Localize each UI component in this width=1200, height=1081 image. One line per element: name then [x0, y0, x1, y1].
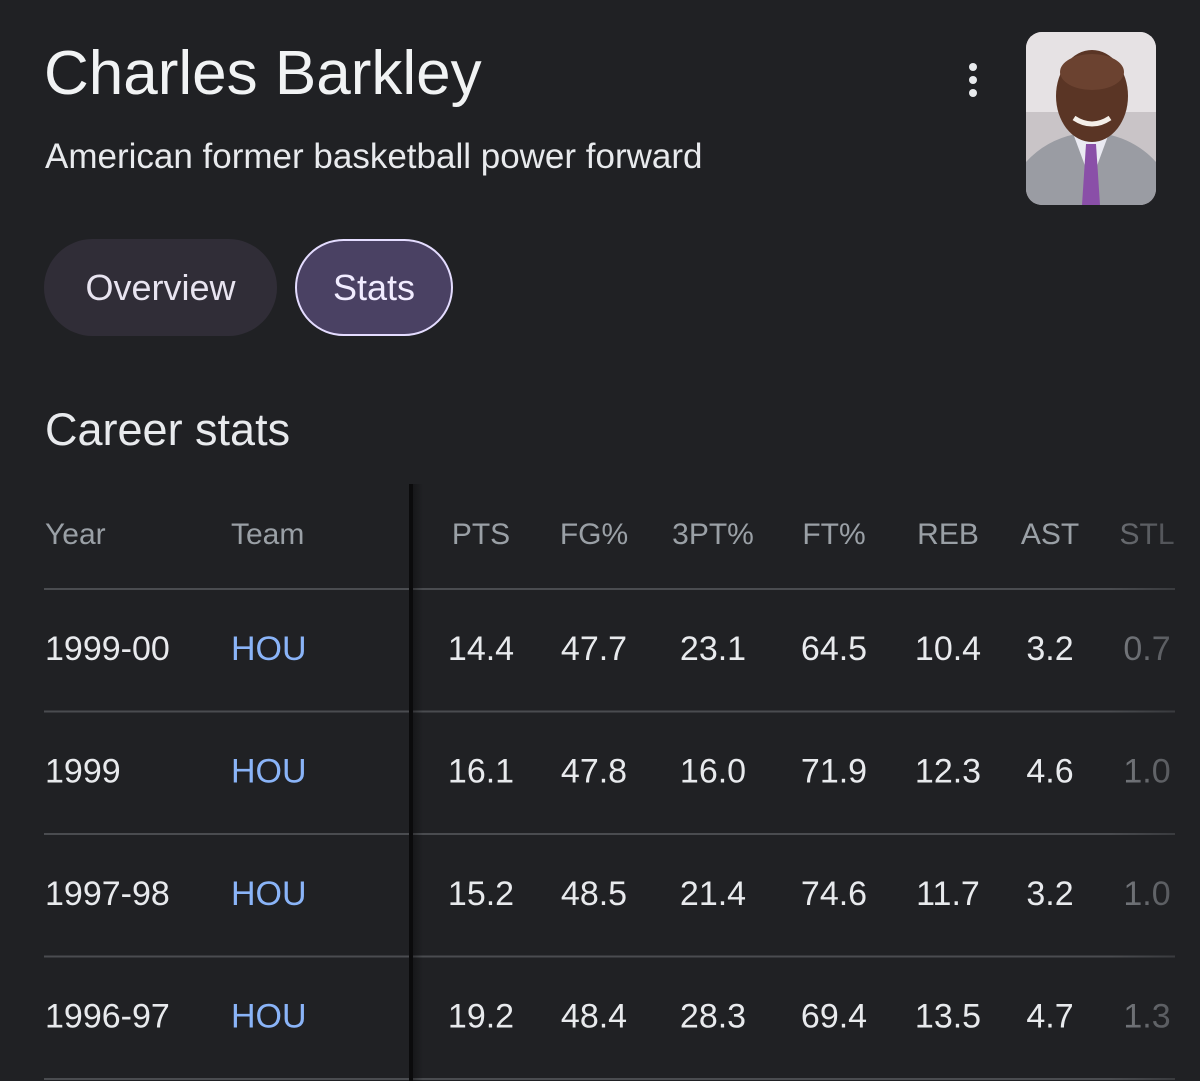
column-header: AST — [1021, 518, 1079, 551]
column-header: Team — [231, 518, 304, 551]
cell: 10.4 — [915, 630, 981, 668]
cell: 47.8 — [561, 753, 627, 791]
cell: 4.7 — [1026, 998, 1073, 1036]
cell: 69.4 — [801, 998, 867, 1036]
cell: 23.1 — [680, 630, 746, 668]
cell: 3.2 — [1026, 875, 1073, 913]
column-header: 3PT% — [672, 518, 754, 551]
column-header: REB — [917, 518, 979, 551]
tab-stats[interactable]: Stats — [295, 239, 453, 336]
team-link: HOU — [231, 630, 307, 668]
section-title: Career stats — [45, 404, 291, 455]
cell: 11.7 — [916, 875, 980, 913]
cell: 19.2 — [448, 998, 514, 1036]
cell: 48.5 — [561, 875, 627, 913]
column-header: Year — [45, 518, 106, 551]
column-header: PTS — [452, 518, 510, 551]
cell: 21.4 — [680, 875, 746, 913]
cell: 71.9 — [801, 753, 867, 791]
cell: 3.2 — [1026, 630, 1073, 668]
cell: 1999-00 — [45, 630, 170, 668]
cell: 12.3 — [915, 753, 981, 791]
cell: 1997-98 — [45, 875, 170, 913]
cell: 1999 — [45, 753, 121, 791]
cell: 48.4 — [561, 998, 627, 1036]
avatar — [1026, 32, 1156, 205]
cell: 16.1 — [448, 753, 514, 791]
cell: 14.4 — [448, 630, 514, 668]
team-link: HOU — [231, 998, 307, 1036]
column-header: FG% — [560, 518, 628, 551]
subtitle: American former basketball power forward — [45, 137, 703, 176]
title: Charles Barkley — [44, 39, 482, 108]
cell: 74.6 — [801, 875, 867, 913]
team-link: HOU — [231, 753, 307, 791]
cell: 13.5 — [915, 998, 981, 1036]
cell: 1996-97 — [45, 998, 170, 1036]
team-link: HOU — [231, 875, 307, 913]
tab-overview[interactable]: Overview — [44, 239, 277, 336]
stats-table: YearTeamPTSFG%3PT%FT%REBASTSTL1999-00HOU… — [44, 480, 1200, 1081]
more-menu[interactable] — [955, 60, 991, 100]
cell: 64.5 — [801, 630, 867, 668]
column-header: FT% — [802, 518, 865, 551]
cell: 47.7 — [561, 630, 627, 668]
cell: 4.6 — [1026, 753, 1073, 791]
cell: 15.2 — [448, 875, 514, 913]
cell: 28.3 — [680, 998, 746, 1036]
cell: 16.0 — [680, 753, 746, 791]
